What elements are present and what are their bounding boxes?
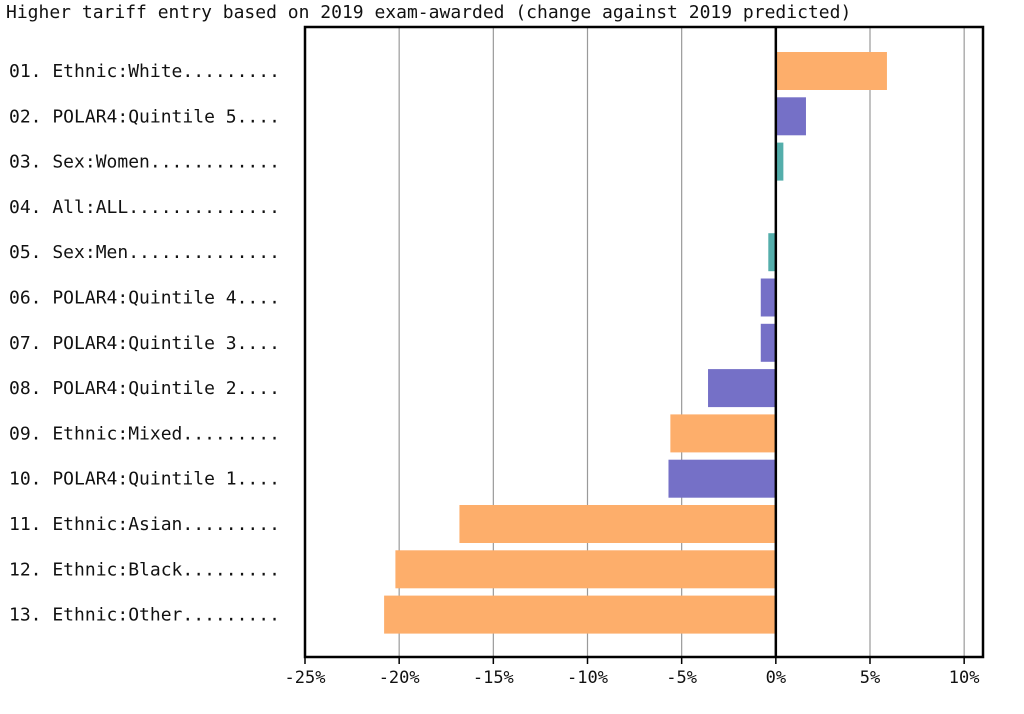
category-label: 06. POLAR4:Quintile 4.... bbox=[9, 288, 280, 309]
bar bbox=[760, 323, 776, 362]
bar bbox=[395, 550, 776, 589]
x-tick-label: -20% bbox=[379, 668, 420, 688]
category-label: 13. Ethnic:Other......... bbox=[9, 605, 280, 626]
category-label: 08. POLAR4:Quintile 2.... bbox=[9, 378, 280, 399]
plot-frame bbox=[303, 25, 985, 659]
x-tick-label: 5% bbox=[860, 668, 880, 688]
category-label: 02. POLAR4:Quintile 5.... bbox=[9, 106, 280, 127]
bar bbox=[384, 595, 776, 634]
x-tick-label: -5% bbox=[666, 668, 697, 688]
category-label: 12. Ethnic:Black......... bbox=[9, 559, 280, 580]
bar bbox=[775, 52, 887, 90]
bar bbox=[768, 233, 776, 272]
bar bbox=[459, 505, 776, 543]
category-label: 01. Ethnic:White......... bbox=[9, 61, 280, 82]
x-tick-label: -25% bbox=[285, 668, 326, 688]
bar bbox=[775, 142, 784, 181]
x-tick-label: 0% bbox=[766, 668, 786, 688]
category-label: 07. POLAR4:Quintile 3.... bbox=[9, 333, 280, 354]
bar bbox=[670, 414, 776, 453]
x-tick-label: 10% bbox=[949, 668, 980, 688]
bar bbox=[760, 278, 776, 317]
category-label: 10. POLAR4:Quintile 1.... bbox=[9, 469, 280, 490]
bar bbox=[775, 97, 806, 136]
category-label: 05. Sex:Men.............. bbox=[9, 242, 280, 263]
x-tick-label: -15% bbox=[473, 668, 514, 688]
category-label: 03. Sex:Women............ bbox=[9, 152, 280, 173]
bar bbox=[708, 369, 776, 408]
category-label: 09. Ethnic:Mixed......... bbox=[9, 423, 280, 444]
chart-title: Higher tariff entry based on 2019 exam-a… bbox=[6, 2, 852, 23]
x-tick-label: -10% bbox=[567, 668, 608, 688]
category-label: 11. Ethnic:Asian......... bbox=[9, 514, 280, 535]
bar bbox=[668, 459, 776, 498]
category-label: 04. All:ALL.............. bbox=[9, 197, 280, 218]
